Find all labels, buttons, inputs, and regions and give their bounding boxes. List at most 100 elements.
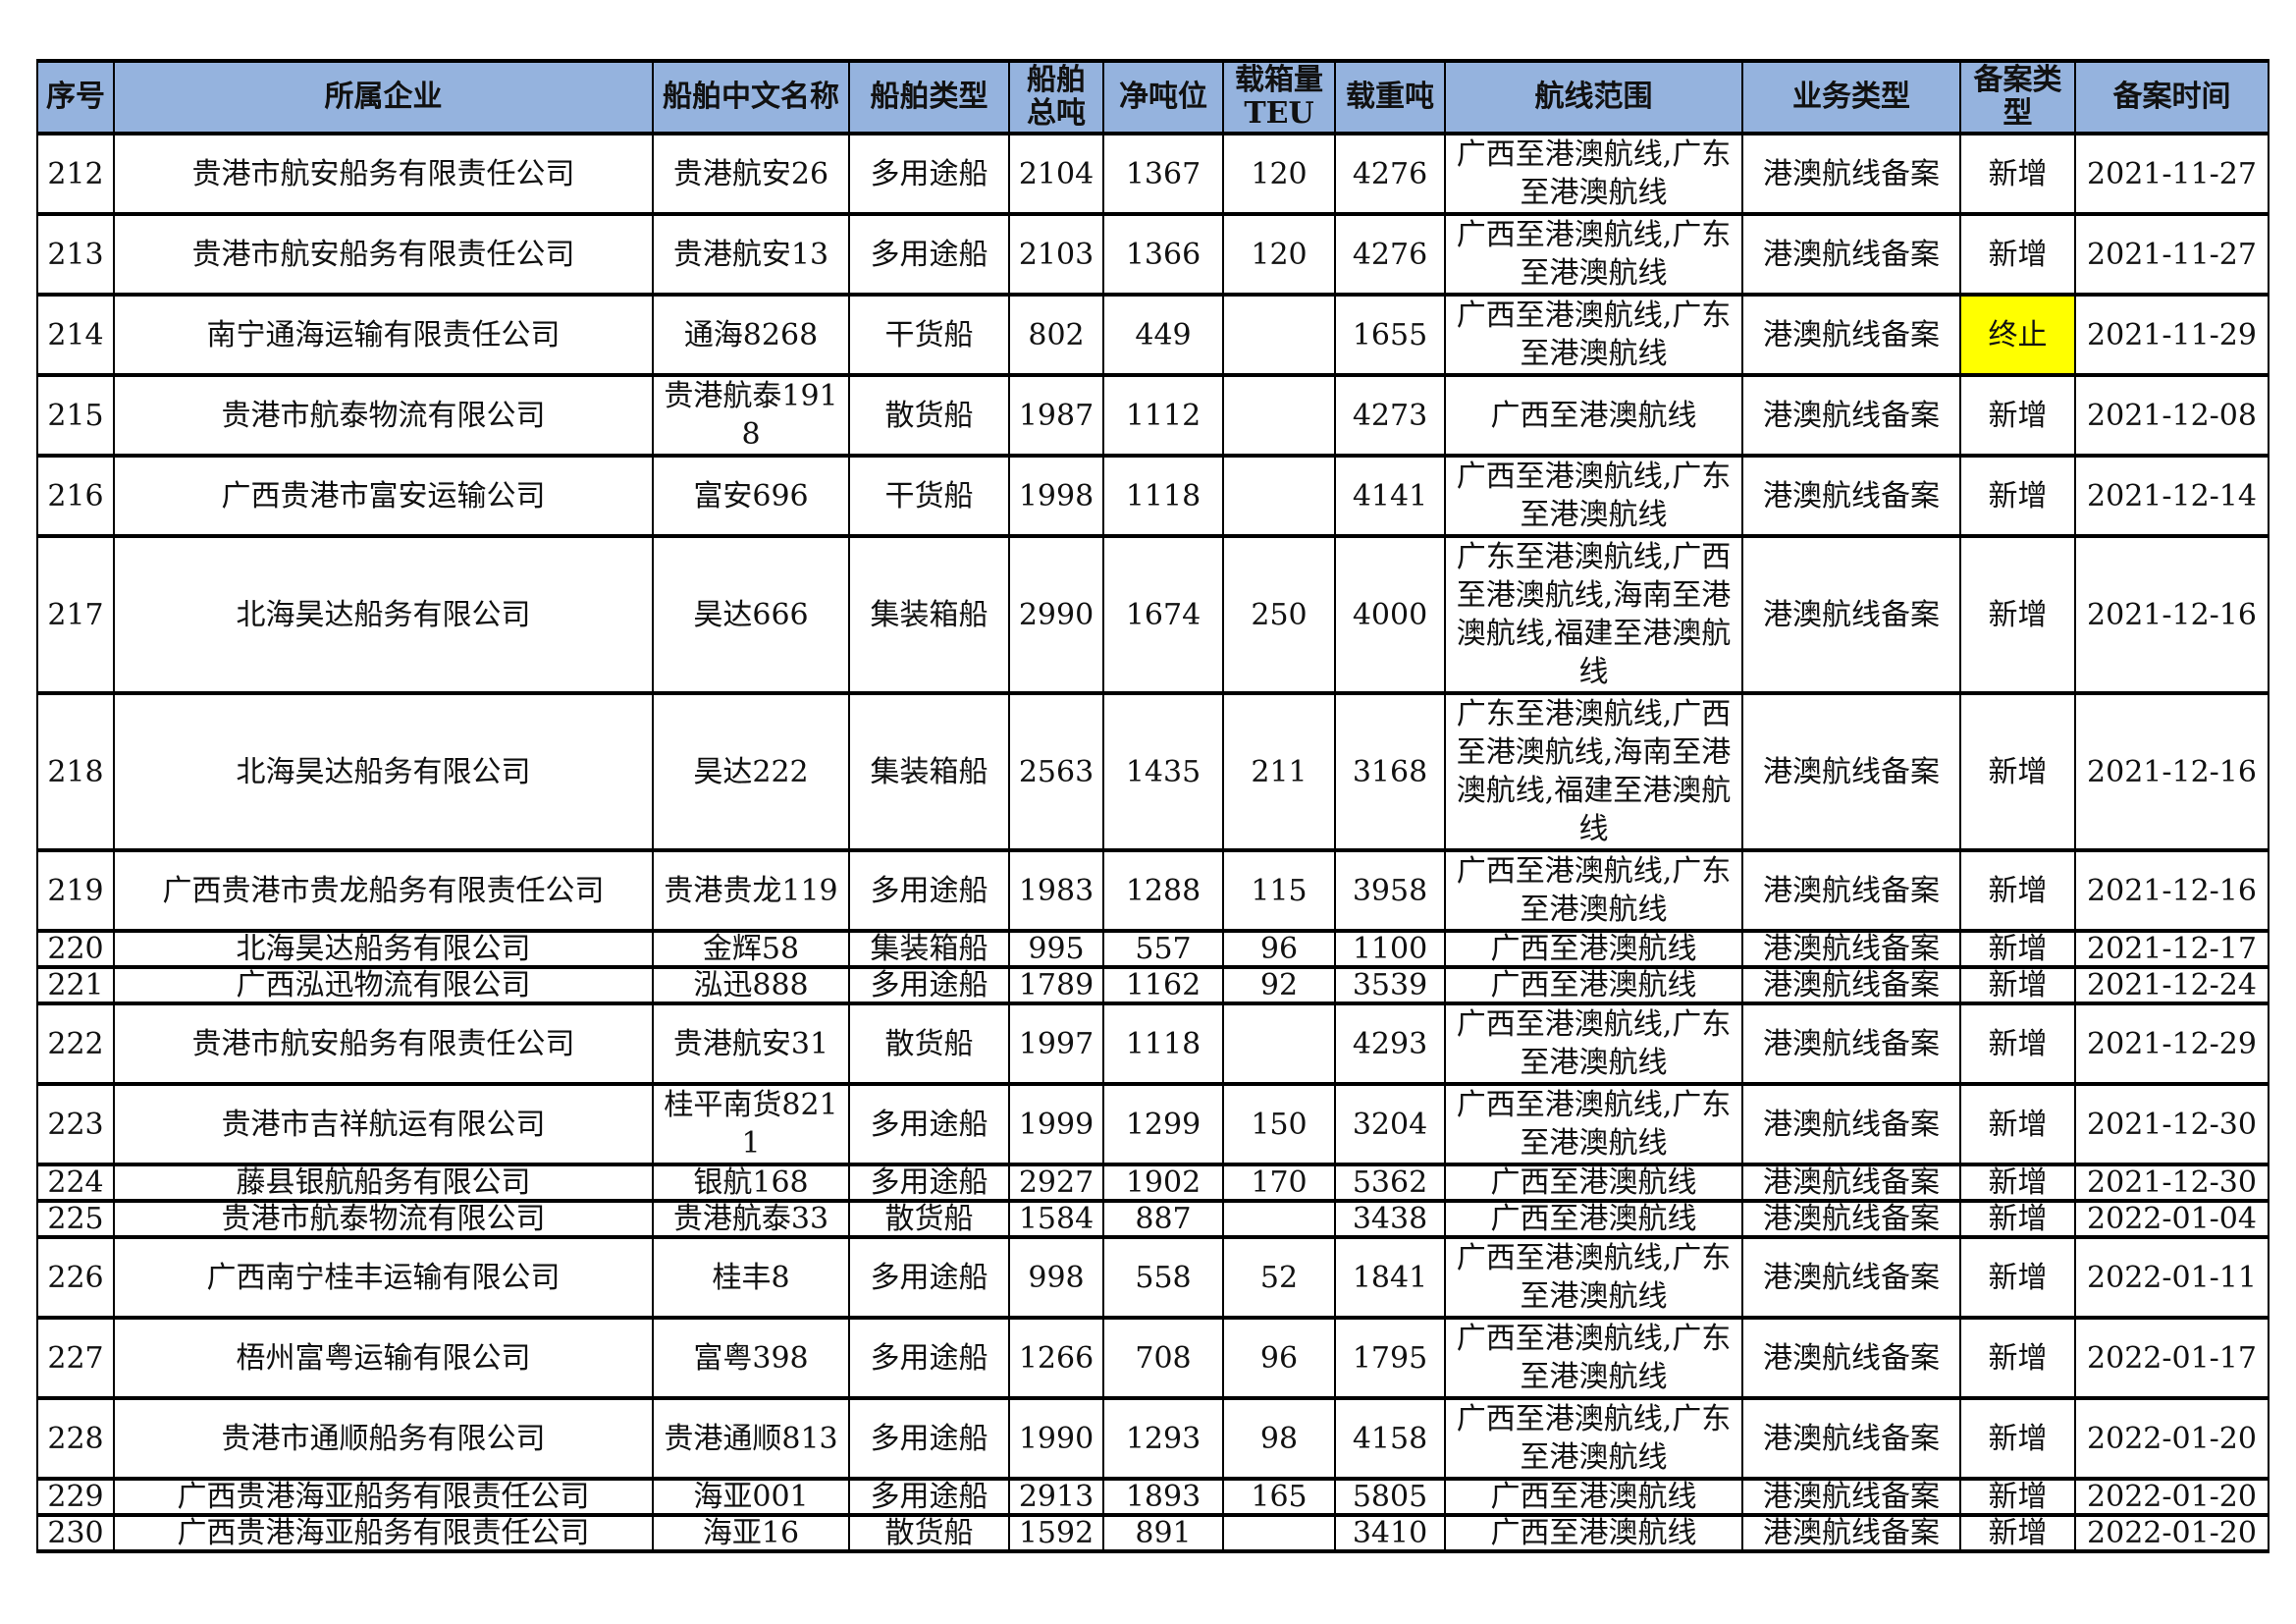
cell-gross-tonnage: 1998 [1008,454,1104,538]
table-row: 218 北海昊达船务有限公司 昊达222 集装箱船 2563 1435 211 3168 广东至… [36,691,2269,852]
cell-filing-date: 2022-01-17 [2074,1316,2269,1400]
cell-company: 北海昊达船务有限公司 [113,534,654,695]
cell-seq: 227 [36,1316,115,1400]
header-company: 所属企业 [113,59,654,135]
cell-seq: 222 [36,1001,115,1086]
cell-net-tonnage: 887 [1102,1199,1224,1239]
cell-business-type: 港澳航线备案 [1741,1199,1961,1239]
cell-filing-type: 终止 [1959,293,2076,377]
cell-business-type: 港澳航线备案 [1741,1316,1961,1400]
cell-company: 广西贵港市贵龙船务有限责任公司 [113,848,654,933]
cell-deadweight: 1100 [1334,929,1446,969]
cell-company: 广西贵港市富安运输公司 [113,454,654,538]
cell-net-tonnage: 558 [1102,1235,1224,1320]
cell-company: 广西贵港海亚船务有限责任公司 [113,1477,654,1517]
cell-deadweight: 3438 [1334,1199,1446,1239]
cell-net-tonnage: 1674 [1102,534,1224,695]
table-row: 227 梧州富粤运输有限公司 富粤398 多用途船 1266 708 96 1795 广西至港澳… [36,1316,2269,1400]
cell-business-type: 港澳航线备案 [1741,1396,1961,1481]
cell-business-type: 港澳航线备案 [1741,965,1961,1005]
cell-seq: 217 [36,534,115,695]
cell-net-tonnage: 1118 [1102,1001,1224,1086]
table-row: 212 贵港市航安船务有限责任公司 贵港航安26 多用途船 2104 1367 120 427… [36,132,2269,216]
cell-vessel-name: 贵港航泰33 [652,1199,850,1239]
cell-deadweight: 5805 [1334,1477,1446,1517]
cell-teu: 170 [1222,1163,1336,1203]
cell-teu [1222,454,1336,538]
cell-vessel-type: 多用途船 [848,212,1010,297]
cell-seq: 225 [36,1199,115,1239]
cell-teu: 211 [1222,691,1336,852]
cell-teu: 150 [1222,1082,1336,1166]
cell-company: 梧州富粤运输有限公司 [113,1316,654,1400]
cell-net-tonnage: 1288 [1102,848,1224,933]
cell-teu: 96 [1222,1316,1336,1400]
table-row: 217 北海昊达船务有限公司 昊达666 集装箱船 2990 1674 250 4000 广东至… [36,534,2269,695]
cell-net-tonnage: 891 [1102,1513,1224,1553]
cell-vessel-type: 多用途船 [848,1396,1010,1481]
cell-vessel-name: 泓迅888 [652,965,850,1005]
cell-gross-tonnage: 1592 [1008,1513,1104,1553]
cell-deadweight: 3539 [1334,965,1446,1005]
table-row: 215 贵港市航泰物流有限公司 贵港航泰1918 散货船 1987 1112 4273 广西至… [36,373,2269,458]
cell-business-type: 港澳航线备案 [1741,373,1961,458]
table-row: 222 贵港市航安船务有限责任公司 贵港航安31 散货船 1997 1118 4293 广西至… [36,1001,2269,1086]
cell-seq: 221 [36,965,115,1005]
cell-seq: 214 [36,293,115,377]
cell-filing-date: 2022-01-20 [2074,1513,2269,1553]
cell-gross-tonnage: 802 [1008,293,1104,377]
cell-vessel-type: 散货船 [848,1001,1010,1086]
cell-teu: 98 [1222,1396,1336,1481]
cell-deadweight: 3168 [1334,691,1446,852]
cell-vessel-name: 贵港航泰1918 [652,373,850,458]
cell-route: 广西至港澳航线 [1444,1163,1743,1203]
cell-business-type: 港澳航线备案 [1741,132,1961,216]
cell-route: 广西至港澳航线 [1444,929,1743,969]
cell-route: 广西至港澳航线,广东至港澳航线 [1444,1082,1743,1166]
cell-company: 贵港市通顺船务有限公司 [113,1396,654,1481]
cell-filing-date: 2021-12-16 [2074,848,2269,933]
cell-company: 贵港市航安船务有限责任公司 [113,132,654,216]
cell-deadweight: 4276 [1334,132,1446,216]
cell-net-tonnage: 1893 [1102,1477,1224,1517]
cell-business-type: 港澳航线备案 [1741,848,1961,933]
table-row: 220 北海昊达船务有限公司 金辉58 集装箱船 995 557 96 1100 广西至港澳航线… [36,929,2269,969]
cell-business-type: 港澳航线备案 [1741,1163,1961,1203]
cell-teu [1222,1513,1336,1553]
cell-route: 广西至港澳航线,广东至港澳航线 [1444,1316,1743,1400]
cell-gross-tonnage: 2927 [1008,1163,1104,1203]
cell-filing-type: 新增 [1959,1082,2076,1166]
cell-deadweight: 4000 [1334,534,1446,695]
cell-vessel-name: 富安696 [652,454,850,538]
cell-filing-type: 新增 [1959,965,2076,1005]
header-route: 航线范围 [1444,59,1743,135]
header-row: 序号 所属企业 船舶中文名称 船舶类型 船舶总吨 净吨位 载箱量TEU 载重吨 航线范围 业务类型… [36,59,2269,135]
header-net-tonnage: 净吨位 [1102,59,1224,135]
cell-filing-date: 2022-01-20 [2074,1477,2269,1517]
cell-business-type: 港澳航线备案 [1741,454,1961,538]
cell-vessel-type: 多用途船 [848,1477,1010,1517]
header-filing-type: 备案类型 [1959,59,2076,135]
cell-filing-date: 2021-12-17 [2074,929,2269,969]
cell-business-type: 港澳航线备案 [1741,1477,1961,1517]
cell-filing-type: 新增 [1959,1199,2076,1239]
cell-gross-tonnage: 2913 [1008,1477,1104,1517]
cell-filing-type: 新增 [1959,132,2076,216]
cell-gross-tonnage: 1997 [1008,1001,1104,1086]
cell-deadweight: 3958 [1334,848,1446,933]
cell-filing-date: 2021-11-27 [2074,212,2269,297]
cell-company: 贵港市航泰物流有限公司 [113,1199,654,1239]
cell-vessel-name: 富粤398 [652,1316,850,1400]
cell-company: 广西泓迅物流有限公司 [113,965,654,1005]
cell-company: 藤县银航船务有限公司 [113,1163,654,1203]
cell-vessel-name: 桂平南货8211 [652,1082,850,1166]
cell-route: 广东至港澳航线,广西至港澳航线,海南至港澳航线,福建至港澳航线 [1444,691,1743,852]
cell-deadweight: 4273 [1334,373,1446,458]
table-row: 223 贵港市吉祥航运有限公司 桂平南货8211 多用途船 1999 1299 150 320… [36,1082,2269,1166]
table-row: 225 贵港市航泰物流有限公司 贵港航泰33 散货船 1584 887 3438 广西至港澳航… [36,1199,2269,1239]
cell-company: 贵港市航泰物流有限公司 [113,373,654,458]
cell-teu: 92 [1222,965,1336,1005]
cell-filing-type: 新增 [1959,212,2076,297]
header-seq: 序号 [36,59,115,135]
cell-business-type: 港澳航线备案 [1741,212,1961,297]
